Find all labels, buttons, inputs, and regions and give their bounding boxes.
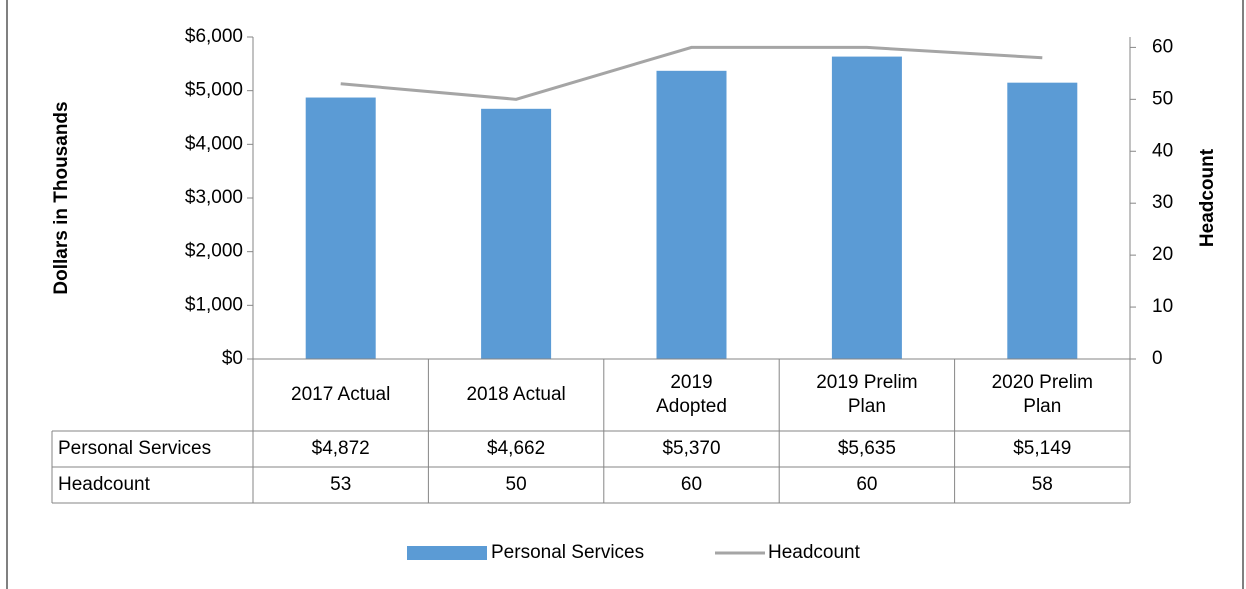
y-tick-label: $6,000 [185, 26, 243, 47]
y-tick-label: $1,000 [185, 294, 243, 315]
category-label: 2019 Prelim Plan [816, 372, 918, 417]
y-tick-label: $3,000 [185, 187, 243, 208]
y2-tick-label: 30 [1152, 192, 1173, 213]
bar [656, 70, 727, 359]
table-cell: 50 [506, 474, 527, 495]
y-tick-label: $0 [222, 348, 243, 369]
y-axis-title: Dollars in Thousands [51, 101, 72, 294]
table-cell: 60 [681, 474, 702, 495]
y2-tick-label: 50 [1152, 88, 1173, 109]
table-cell: $5,635 [838, 438, 896, 459]
bar [305, 97, 376, 359]
y2-tick-label: 0 [1152, 348, 1163, 369]
y-tick-label: $5,000 [185, 80, 243, 101]
line [340, 45, 1043, 101]
y-tick-label: $4,000 [185, 133, 243, 154]
y-tick-label: $2,000 [185, 241, 243, 262]
y2-tick-label: 10 [1152, 296, 1173, 317]
legend-swatch [407, 546, 487, 560]
y2-tick-label: 20 [1152, 244, 1173, 265]
table-cell: 60 [856, 474, 877, 495]
y2-axis-title: Headcount [1197, 148, 1218, 247]
table-cell: $4,872 [312, 438, 370, 459]
table-cell: $4,662 [487, 438, 545, 459]
bar [1007, 82, 1078, 359]
y2-tick-label: 60 [1152, 36, 1173, 57]
table-cell: 58 [1032, 474, 1053, 495]
category-label: 2019 Adopted [656, 372, 727, 417]
table-row-header: Headcount [58, 474, 151, 495]
table-cell: 53 [330, 474, 351, 495]
y2-tick-label: 40 [1152, 140, 1173, 161]
category-label: 2018 Actual [466, 384, 566, 405]
legend-label: Headcount [768, 542, 861, 563]
bar [831, 56, 902, 360]
bar [481, 108, 552, 359]
category-label: 2017 Actual [291, 384, 391, 405]
category-label: 2020 Prelim Plan [991, 372, 1093, 417]
table-cell: $5,149 [1013, 438, 1071, 459]
table-row-header: Personal Services [58, 438, 211, 459]
legend-label: Personal Services [491, 542, 644, 563]
table-cell: $5,370 [662, 438, 720, 459]
